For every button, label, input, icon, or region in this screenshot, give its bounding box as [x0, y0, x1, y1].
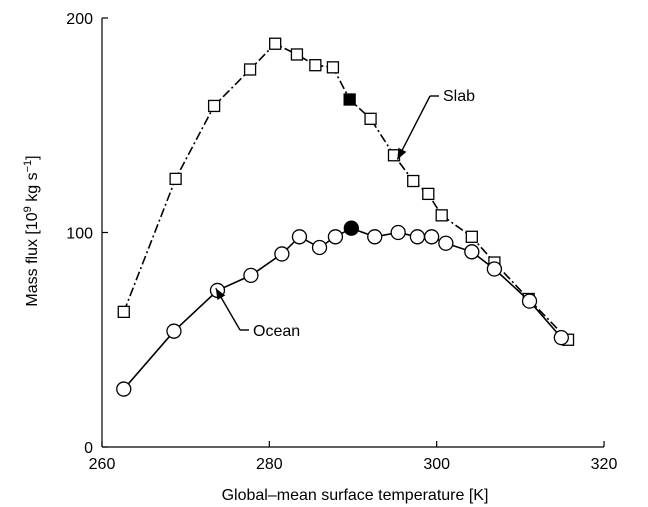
slab-arrow-line — [396, 95, 431, 160]
ocean-point — [116, 381, 132, 397]
series-group — [116, 37, 575, 397]
slab-point — [117, 305, 130, 319]
series-line-slab — [123, 42, 569, 341]
ocean-point — [521, 293, 538, 309]
slab-point — [243, 63, 257, 76]
slab-point — [290, 48, 304, 61]
series-line-ocean — [123, 227, 562, 390]
slab-point — [309, 59, 322, 72]
ocean-label: Ocean — [253, 323, 300, 340]
ocean-point — [367, 229, 383, 245]
slab-point — [326, 61, 340, 74]
ocean-point — [327, 229, 344, 245]
slab-point — [169, 172, 182, 186]
ocean-point — [311, 239, 328, 256]
y-axis-title-middle: kg s — [24, 172, 41, 206]
slab-arrow-head — [397, 147, 407, 160]
ocean-point — [464, 244, 480, 260]
x-axis-title: Global–mean surface temperature [K] — [222, 487, 489, 504]
ocean-point-highlight — [343, 220, 359, 236]
ocean-point — [274, 246, 290, 262]
x-tick-label: 280 — [256, 456, 283, 473]
slab-point — [364, 112, 377, 125]
x-tick-label: 260 — [89, 456, 116, 473]
y-axis-title-exp2: −1 — [22, 160, 34, 173]
y-tick-label: 200 — [66, 11, 93, 28]
y-tick-label: 0 — [84, 440, 93, 457]
slab-point-highlight — [343, 93, 356, 106]
y-axis-title: Mass flux [109 kg s−1] — [22, 155, 41, 306]
slab-point — [422, 187, 435, 201]
ocean-point — [486, 261, 503, 277]
ocean-point — [390, 224, 406, 241]
plot-area: 260 280 300 320 0 100 200 Slab Ocean — [66, 11, 617, 473]
y-axis-title-prefix: Mass flux [10 — [24, 212, 41, 306]
slab-label: Slab — [443, 88, 475, 105]
slab-point — [435, 209, 448, 222]
annotations-group: Slab Ocean — [215, 88, 475, 340]
x-tick-label: 320 — [591, 456, 618, 473]
slab-point — [207, 99, 221, 113]
ocean-point — [553, 329, 569, 346]
slab-point — [465, 230, 478, 243]
ocean-point — [423, 229, 440, 245]
y-ticks: 0 100 200 — [66, 11, 108, 457]
x-ticks: 260 280 300 320 — [89, 441, 618, 473]
y-tick-label: 100 — [66, 226, 93, 243]
y-axis-title-exp1: 9 — [22, 206, 34, 212]
y-axis-title-suffix: ] — [24, 155, 41, 159]
ocean-point — [438, 235, 454, 251]
ocean-point — [409, 229, 426, 245]
x-tick-label: 300 — [423, 456, 450, 473]
ocean-point — [291, 229, 308, 245]
slab-point — [407, 174, 420, 188]
ocean-point — [166, 323, 182, 339]
slab-point — [269, 37, 282, 50]
ocean-point — [243, 267, 259, 284]
ocean-arrow-head — [215, 288, 226, 301]
